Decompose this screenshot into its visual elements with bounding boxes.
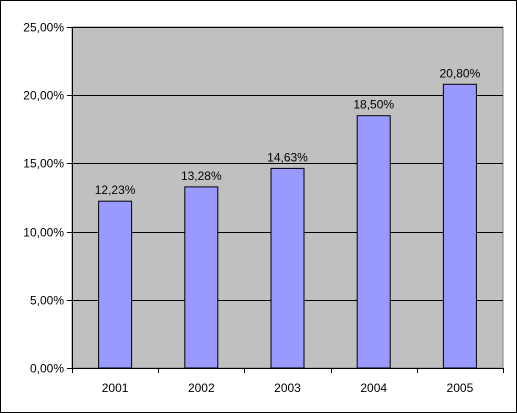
x-tick-label: 2005 — [447, 381, 474, 395]
bar — [184, 186, 219, 369]
bar — [442, 83, 477, 369]
axes-group: 0,00% 5,00% 10,00% 15,00% 20,00% 25,00% 2001 20… — [23, 21, 504, 395]
y-tick-label: 20,00% — [23, 89, 64, 103]
y-tick-label: 5,00% — [30, 294, 64, 308]
data-label: 20,80% — [440, 66, 481, 80]
y-tick-label: 25,00% — [23, 21, 64, 35]
y-tick-label: 15,00% — [23, 157, 64, 171]
bars-group — [98, 83, 477, 369]
y-tick-label: 0,00% — [30, 362, 64, 376]
bar — [98, 200, 133, 369]
data-label: 14,63% — [267, 150, 308, 164]
bar — [270, 167, 305, 369]
data-label: 18,50% — [353, 98, 394, 112]
bar — [356, 115, 391, 369]
x-tick-label: 2004 — [360, 381, 387, 395]
x-tick-label: 2001 — [102, 381, 129, 395]
y-tick-label: 10,00% — [23, 226, 64, 240]
data-label: 12,23% — [95, 183, 136, 197]
data-label: 13,28% — [181, 169, 222, 183]
x-tick-label: 2003 — [274, 381, 301, 395]
x-tick-label: 2002 — [188, 381, 215, 395]
data-labels-group: 12,23% 13,28% 14,63% 18,50% 20,80% — [95, 66, 481, 197]
